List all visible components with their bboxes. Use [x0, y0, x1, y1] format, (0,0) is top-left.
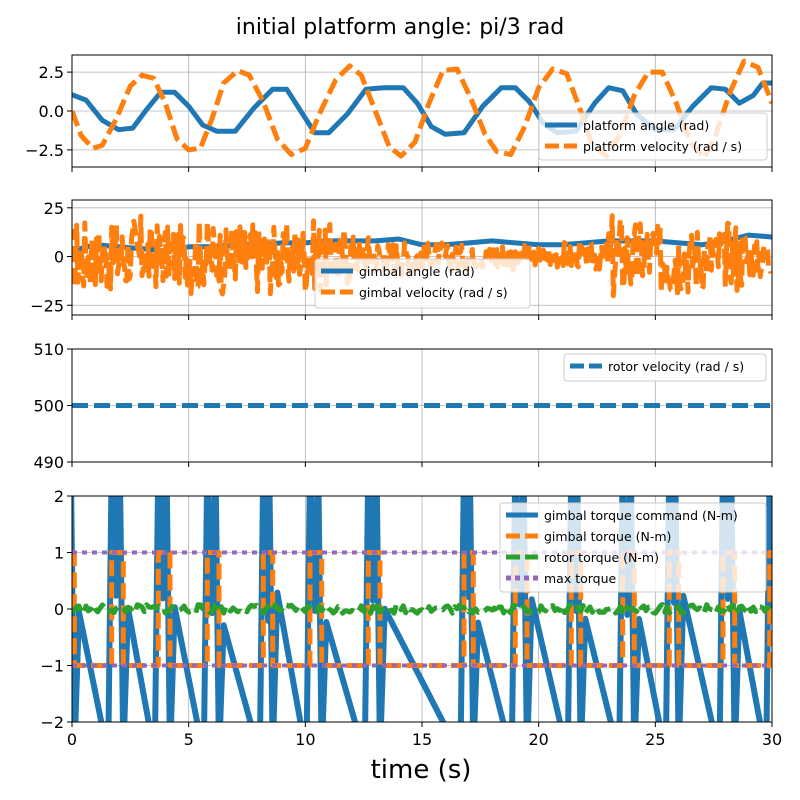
y-tick-label: 2 [54, 487, 64, 506]
axes-frame [71, 348, 773, 463]
x-tick-label: 25 [645, 730, 665, 749]
x-tick-label: 0 [67, 730, 77, 749]
x-tick-label: 20 [528, 730, 548, 749]
axes-frame [71, 54, 773, 168]
legend-label: gimbal angle (rad) [359, 264, 475, 279]
panel-rotor: 510 500 490 rotor velocity (rad / s) [33, 340, 773, 472]
series-line-gimbal-velocity [72, 213, 772, 299]
x-axis-label: time (s) [371, 755, 472, 785]
y-tick-label: 1 [54, 544, 64, 563]
y-tick-label: −2.5 [25, 141, 64, 160]
y-tick-label: 0 [54, 600, 64, 619]
legend-box [314, 258, 531, 309]
legend: gimbal torque command (N-m) gimbal torque… [499, 502, 767, 593]
legend-label: gimbal torque (N-m) [544, 529, 671, 544]
panel-gimbal: 25 0 −25 gimbal angle (rad) gimbal velocity … [30, 199, 773, 320]
x-tick-label: 30 [762, 730, 782, 749]
y-tick-label: 0 [54, 248, 64, 267]
legend-box [538, 112, 768, 161]
x-tick-label: 15 [412, 730, 432, 749]
legend-label: platform angle (rad) [583, 118, 709, 133]
y-tick-label: −1 [40, 657, 64, 676]
y-tick-label: 0.0 [39, 102, 64, 121]
figure-title: initial platform angle: pi/3 rad [236, 15, 564, 40]
legend: rotor velocity (rad / s) [563, 353, 767, 382]
panel-platform: 2.5 0.0 −2.5 platform angle (rad) platform v… [25, 54, 773, 172]
x-tick-label: 5 [184, 730, 194, 749]
legend-box [499, 502, 767, 593]
series-line-1 [72, 58, 772, 161]
series-line-rotor-torque [72, 602, 772, 616]
legend-label: gimbal torque command (N-m) [544, 508, 738, 523]
legend: platform angle (rad) platform velocity (r… [538, 112, 768, 161]
y-tick-label: 500 [33, 397, 64, 416]
legend: gimbal angle (rad) gimbal velocity (rad /… [314, 258, 531, 309]
axes-frame [71, 199, 773, 316]
axes-frame [71, 495, 773, 723]
y-tick-label: 490 [33, 453, 64, 472]
legend-box [563, 353, 767, 382]
x-tick-label: 10 [295, 730, 315, 749]
legend-label: platform velocity (rad / s) [583, 139, 742, 154]
y-tick-label: 510 [33, 340, 64, 359]
y-tick-label: −25 [30, 296, 64, 315]
y-tick-label: 25 [44, 199, 64, 218]
panels: 2.5 0.0 −2.5 platform angle (rad) platform v… [25, 54, 782, 749]
legend-label: rotor torque (N-m) [544, 550, 659, 565]
legend-label: max torque [544, 571, 617, 586]
y-tick-label: 2.5 [39, 63, 64, 82]
legend-label: gimbal velocity (rad / s) [359, 285, 508, 300]
legend-label: rotor velocity (rad / s) [608, 359, 744, 374]
plot-area [72, 213, 772, 299]
y-tick-label: −2 [40, 713, 64, 732]
